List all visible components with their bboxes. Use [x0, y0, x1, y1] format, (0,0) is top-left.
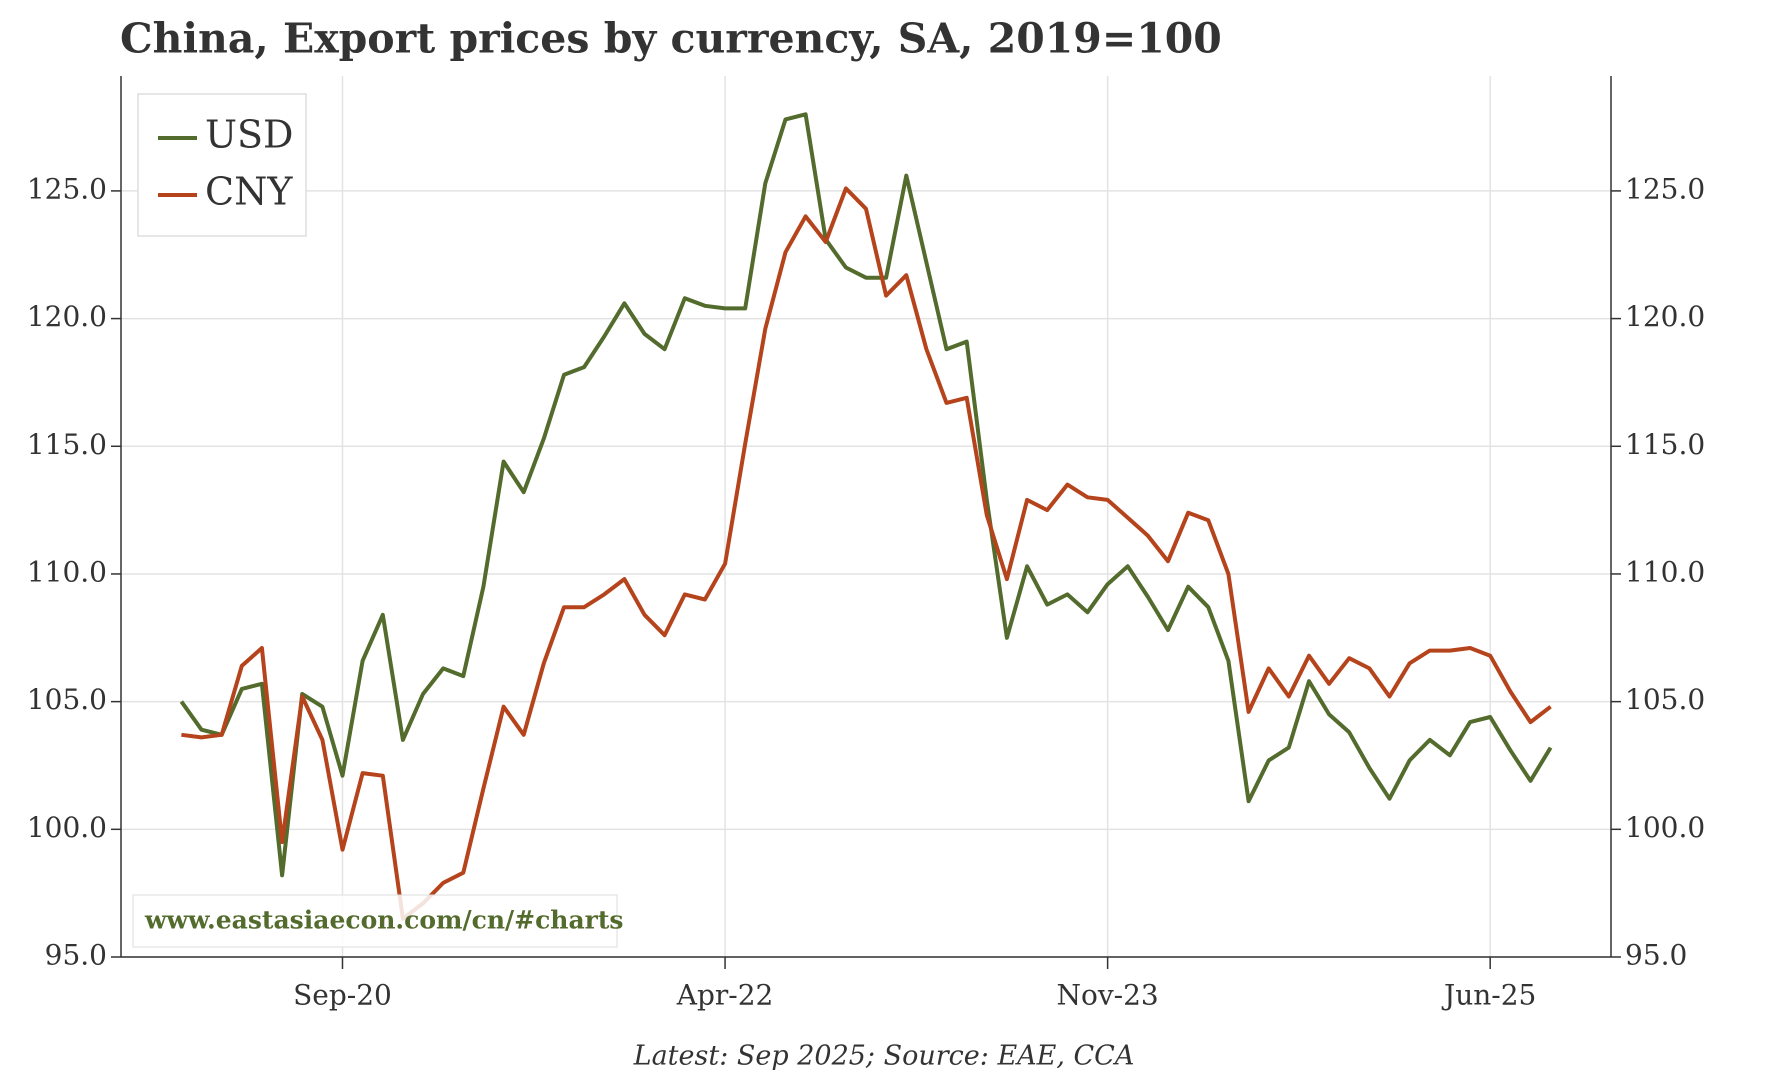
y2-tick-label: 105.0 [1625, 683, 1705, 716]
x-tick-label: Apr-22 [676, 979, 774, 1012]
y-tick-label: 125.0 [27, 172, 107, 205]
chart-title: China, Export prices by currency, SA, 20… [120, 15, 1222, 63]
y-tick-label: 115.0 [27, 428, 107, 461]
series-line [179, 112, 1553, 878]
y-tick-label: 100.0 [27, 811, 107, 844]
series-line [181, 186, 1552, 921]
y-tick-label: 110.0 [27, 555, 107, 588]
y-tick-label: 120.0 [27, 300, 107, 333]
y2-tick-label: 115.0 [1625, 428, 1705, 461]
y2-tick-label: 125.0 [1625, 172, 1705, 205]
y2-tick-label: 100.0 [1625, 811, 1705, 844]
y-tick-label: 105.0 [27, 683, 107, 716]
y-tick-label: 95.0 [45, 939, 107, 972]
y2-tick-label: 110.0 [1625, 555, 1705, 588]
y2-tick-label: 95.0 [1625, 939, 1687, 972]
x-tick-label: Sep-20 [293, 979, 392, 1012]
x-tick-label: Jun-25 [1441, 979, 1536, 1012]
legend-label: CNY [205, 170, 293, 214]
watermark: www.eastasiaecon.com/cn/#charts [144, 906, 623, 935]
y2-tick-label: 120.0 [1625, 300, 1705, 333]
legend-label: USD [205, 113, 294, 157]
watermark-box [132, 894, 618, 948]
footnote: Latest: Sep 2025; Source: EAE, CCA [633, 1041, 1135, 1070]
legend-box [137, 93, 307, 237]
x-tick-label: Nov-23 [1056, 979, 1158, 1012]
